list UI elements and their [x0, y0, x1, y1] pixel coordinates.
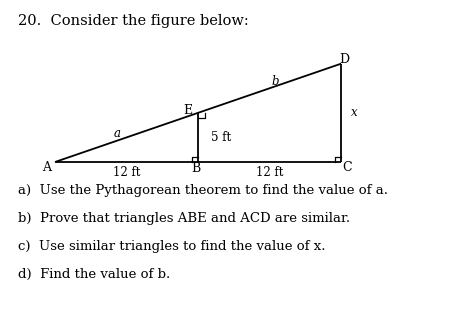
Text: B: B [191, 162, 201, 176]
Text: 12 ft: 12 ft [113, 166, 140, 179]
Text: 12 ft: 12 ft [256, 166, 283, 179]
Text: a: a [113, 127, 120, 140]
Text: d)  Find the value of b.: d) Find the value of b. [18, 268, 170, 281]
Text: b: b [272, 75, 279, 88]
Text: b)  Prove that triangles ABE and ACD are similar.: b) Prove that triangles ABE and ACD are … [18, 212, 350, 225]
Text: A: A [42, 161, 51, 174]
Text: C: C [342, 161, 352, 174]
Text: E: E [183, 104, 192, 117]
Text: 20.  Consider the figure below:: 20. Consider the figure below: [18, 14, 249, 28]
Text: D: D [340, 53, 350, 66]
Text: 5 ft: 5 ft [211, 131, 231, 144]
Text: x: x [351, 106, 357, 119]
Text: a)  Use the Pythagorean theorem to find the value of a.: a) Use the Pythagorean theorem to find t… [18, 184, 388, 197]
Text: c)  Use similar triangles to find the value of x.: c) Use similar triangles to find the val… [18, 240, 326, 253]
